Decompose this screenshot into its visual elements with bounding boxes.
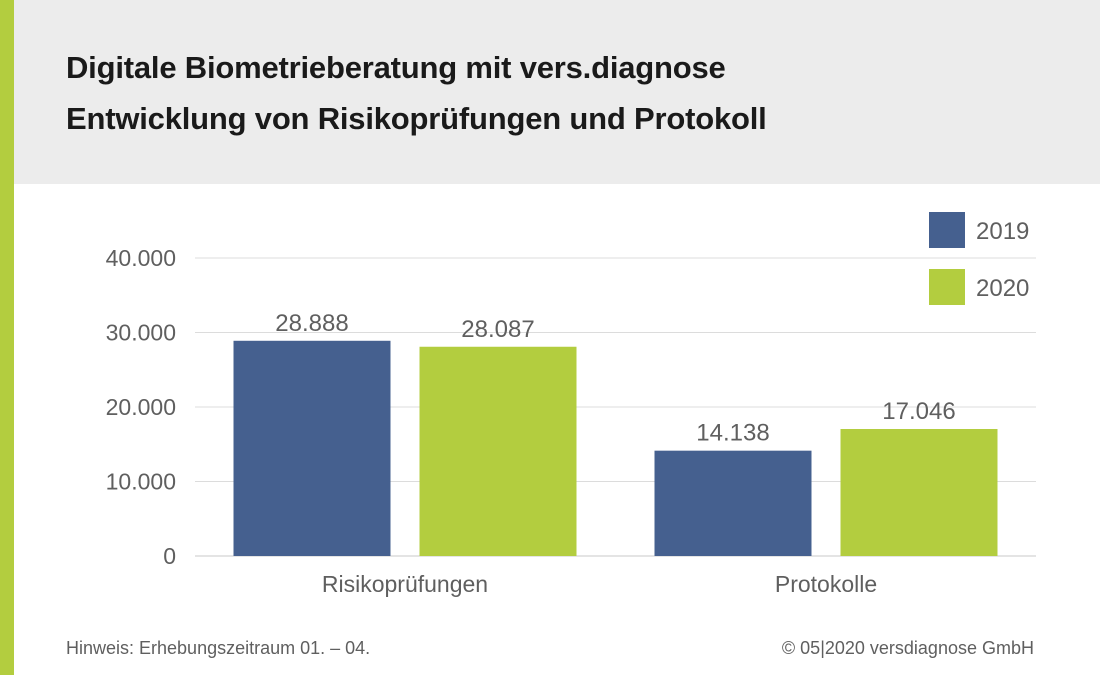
data-label: 14.138 <box>696 420 769 447</box>
data-label: 17.046 <box>882 398 955 425</box>
y-tick-label: 20.000 <box>106 394 176 420</box>
bar-2020-1 <box>840 429 998 556</box>
data-label: 28.087 <box>461 316 534 343</box>
legend-label: 2019 <box>976 218 1029 245</box>
header-panel: Digitale Biometrieberatung mit vers.diag… <box>14 0 1100 184</box>
y-tick-label: 30.000 <box>106 320 176 346</box>
footer-copyright: © 05|2020 versdiagnose GmbH <box>781 638 1034 658</box>
x-tick-label: Risikoprüfungen <box>322 571 488 597</box>
legend-swatch-2019 <box>929 212 965 248</box>
legend-swatch-2020 <box>929 269 965 305</box>
data-label: 28.888 <box>275 310 348 337</box>
legend-label: 2020 <box>976 275 1029 302</box>
bar-2020-0 <box>419 346 577 556</box>
y-tick-label: 0 <box>163 543 176 569</box>
chart-subtitle: Entwicklung von Risikoprüfungen und Prot… <box>66 101 767 136</box>
x-tick-label: Protokolle <box>775 571 877 597</box>
y-tick-label: 40.000 <box>106 245 176 271</box>
accent-stripe <box>0 0 14 675</box>
bar-2019-1 <box>654 450 812 556</box>
chart-title: Digitale Biometrieberatung mit vers.diag… <box>66 50 726 85</box>
footer-note: Hinweis: Erhebungszeitraum 01. – 04. <box>66 638 371 658</box>
y-tick-label: 10.000 <box>106 469 176 495</box>
bar-2019-0 <box>233 340 391 556</box>
